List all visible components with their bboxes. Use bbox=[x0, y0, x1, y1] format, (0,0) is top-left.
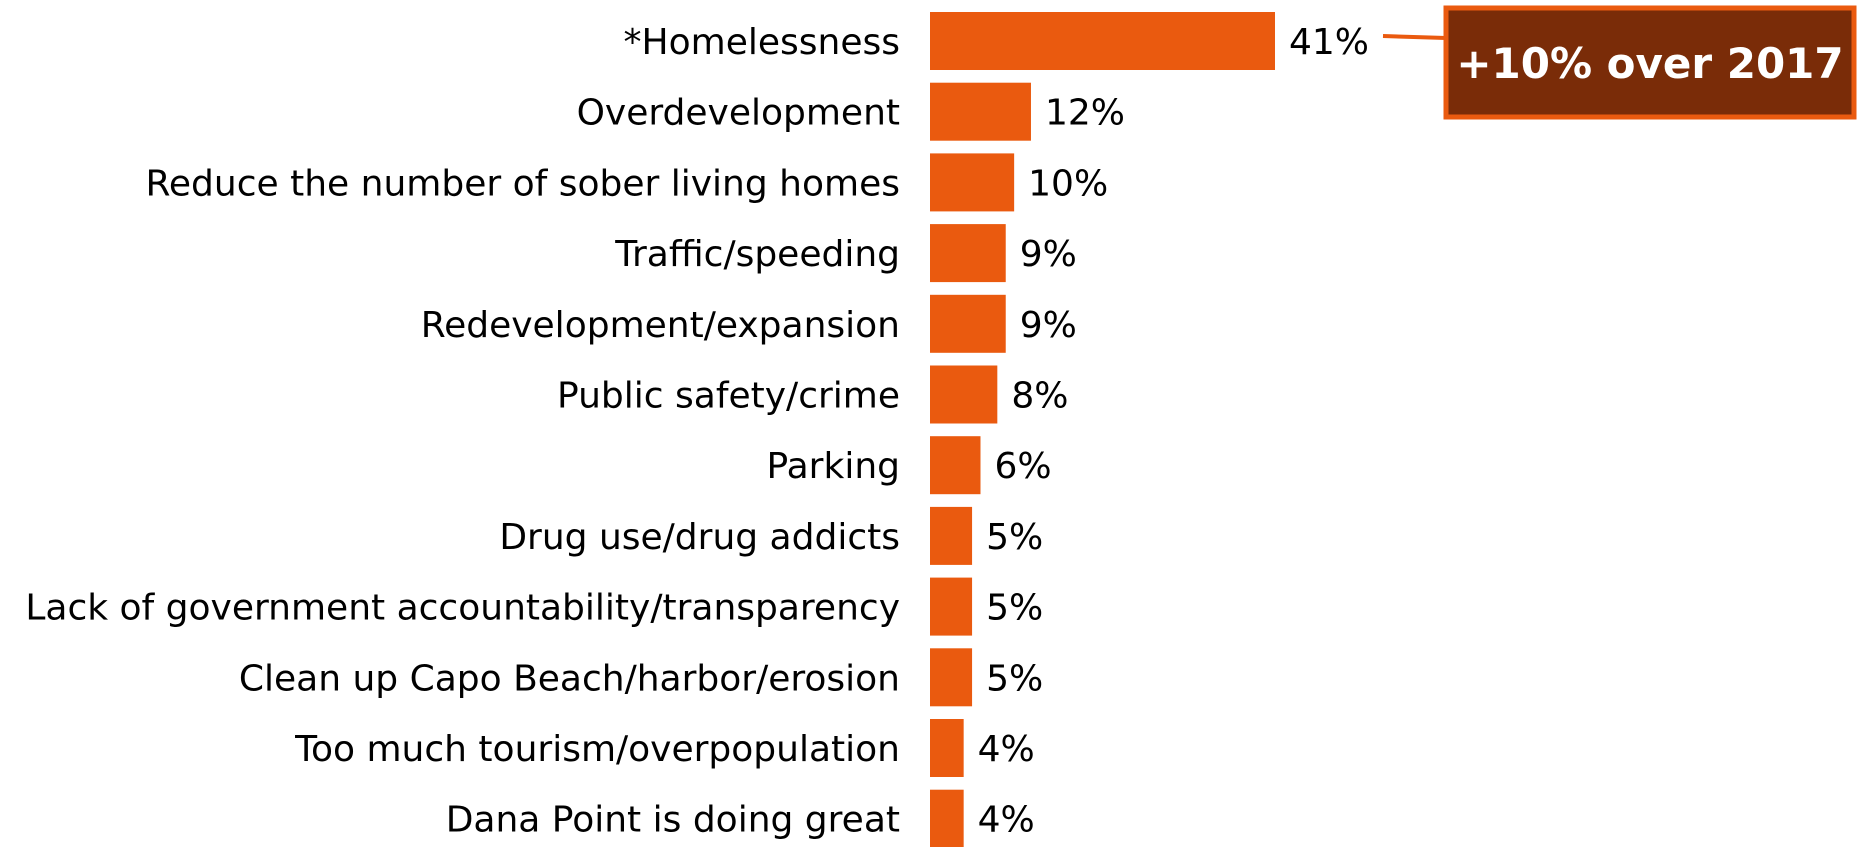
category-label: Public safety/crime bbox=[557, 376, 900, 417]
category-label: Parking bbox=[767, 446, 900, 487]
callout-box: +10% over 2017 bbox=[1443, 5, 1857, 120]
bar bbox=[930, 436, 981, 495]
data-label: 5% bbox=[986, 588, 1043, 629]
bars bbox=[930, 12, 1275, 847]
category-label: Redevelopment/expansion bbox=[421, 305, 900, 346]
category-label: Overdevelopment bbox=[577, 93, 900, 134]
category-labels: *Homelessness Overdevelopment Reduce the n… bbox=[25, 22, 900, 841]
data-label: 9% bbox=[1020, 305, 1077, 346]
bar bbox=[930, 365, 998, 424]
category-label: Clean up Capo Beach/harbor/erosion bbox=[239, 658, 900, 699]
bar bbox=[930, 648, 973, 707]
callout-background bbox=[1443, 5, 1857, 120]
data-label: 4% bbox=[978, 800, 1035, 841]
data-label: 5% bbox=[986, 517, 1043, 558]
bar bbox=[930, 789, 964, 847]
bar bbox=[930, 719, 964, 777]
category-label: Reduce the number of sober living homes bbox=[146, 163, 900, 204]
callout-text: +10% over 2017 bbox=[1456, 39, 1843, 88]
data-label: 10% bbox=[1028, 163, 1108, 204]
data-label: 9% bbox=[1020, 234, 1077, 275]
data-label: 6% bbox=[994, 446, 1051, 487]
category-label: Dana Point is doing great bbox=[446, 800, 900, 841]
bar bbox=[930, 82, 1031, 141]
category-label: *Homelessness bbox=[624, 22, 900, 63]
bar bbox=[930, 153, 1015, 212]
data-label: 41% bbox=[1289, 22, 1369, 63]
category-label: Traffic/speeding bbox=[614, 234, 900, 275]
category-label: Too much tourism/overpopulation bbox=[294, 729, 900, 770]
callout-connector-line bbox=[1382, 34, 1447, 40]
data-label: 5% bbox=[986, 658, 1043, 699]
data-label: 12% bbox=[1045, 93, 1125, 134]
bar bbox=[930, 577, 973, 636]
data-label: 4% bbox=[978, 729, 1035, 770]
bar bbox=[930, 224, 1006, 283]
category-label: Lack of government accountability/transp… bbox=[25, 588, 900, 629]
bar bbox=[930, 294, 1006, 353]
bar bbox=[930, 506, 973, 565]
data-label: 8% bbox=[1011, 376, 1068, 417]
category-label: Drug use/drug addicts bbox=[499, 517, 900, 558]
value-labels: 41% 12% 10% 9% 9% 8% 6% 5% 5% 5% 4% 4% bbox=[978, 22, 1369, 841]
bar bbox=[930, 12, 1275, 70]
